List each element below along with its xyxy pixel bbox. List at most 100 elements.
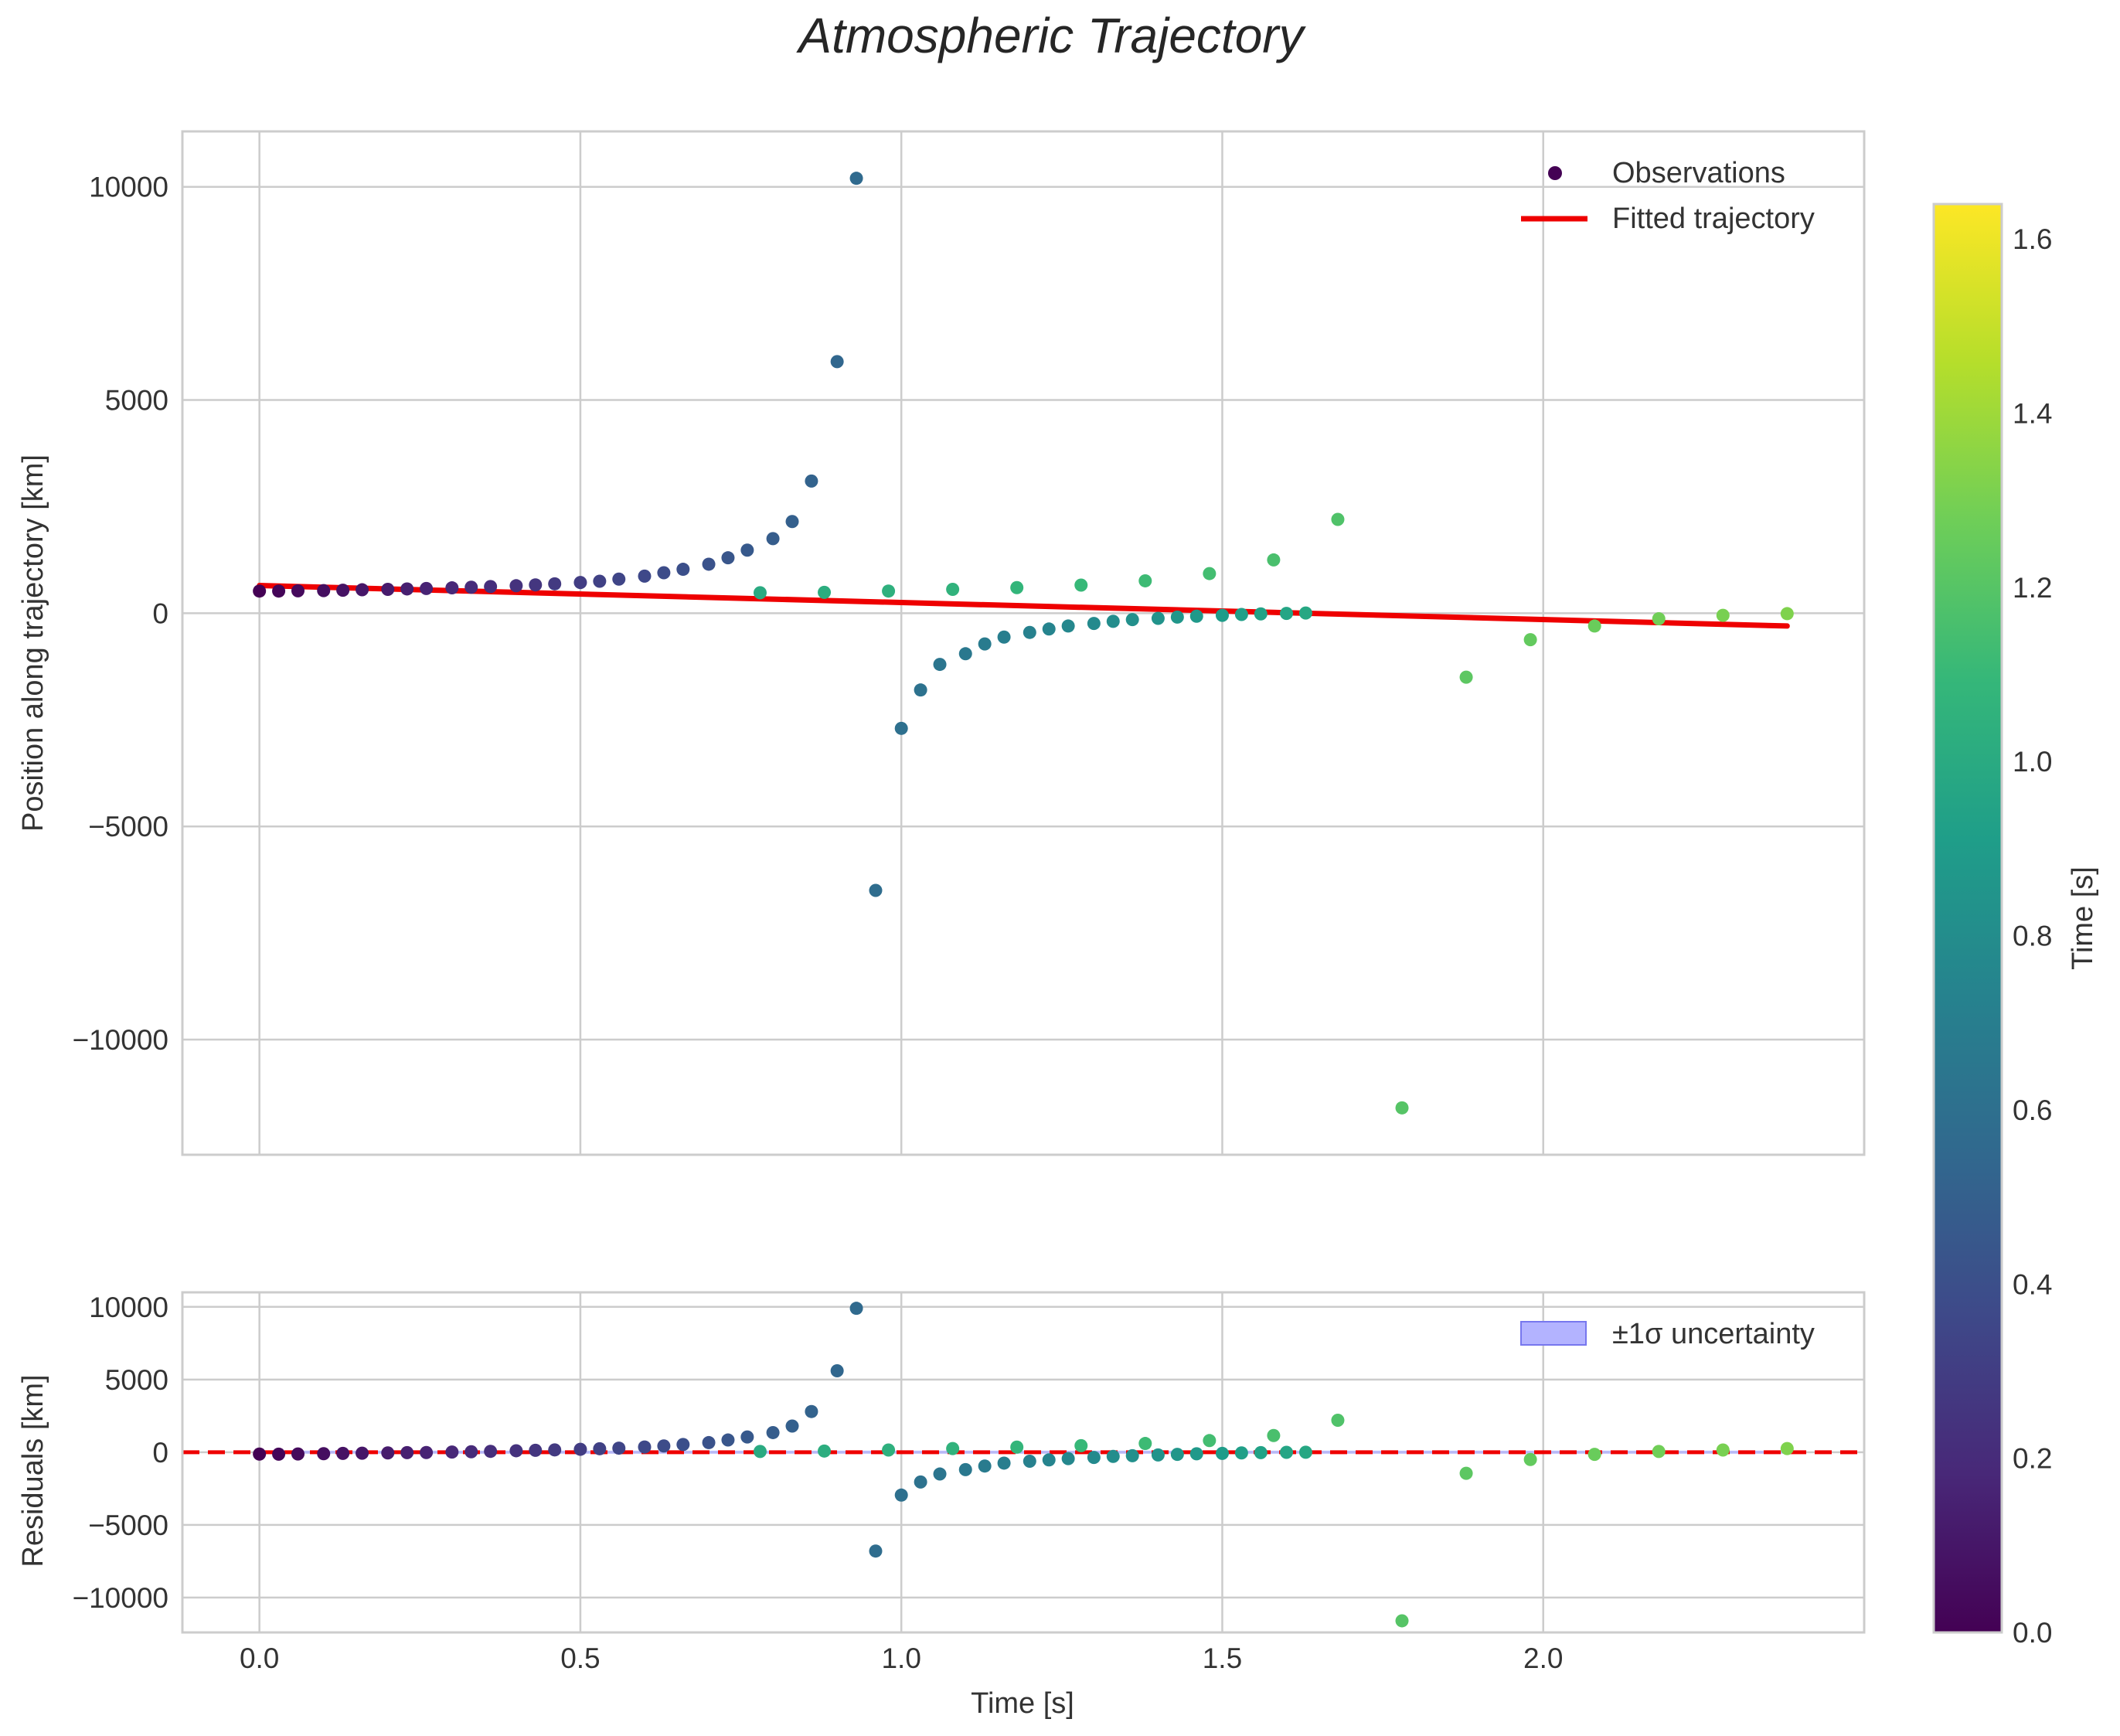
residual-point (1125, 1448, 1139, 1462)
uncertainty-band-layer (182, 1450, 1864, 1455)
observation-point (1523, 633, 1537, 647)
legend-observations-marker (1548, 166, 1562, 180)
observation-point (882, 584, 896, 598)
residual-point (818, 1444, 832, 1458)
residual-point (1716, 1443, 1730, 1457)
observation-point (1061, 619, 1075, 633)
residual-point (1170, 1448, 1184, 1462)
residual-point (740, 1430, 754, 1444)
x-ticks: 0.0 0.5 1.0 1.5 2.0 (240, 1642, 1564, 1674)
residual-point (1061, 1452, 1075, 1465)
residual-point (1652, 1445, 1666, 1459)
observation-point (381, 582, 395, 596)
residuals-y-ticks: 10000 5000 0 −5000 −10000 (73, 1292, 169, 1614)
residual-point (933, 1467, 947, 1481)
residual-point (484, 1445, 498, 1459)
residual-point (978, 1459, 992, 1473)
residual-point (1298, 1445, 1312, 1459)
observation-point (529, 578, 543, 592)
residual-point (509, 1444, 523, 1458)
residual-point (336, 1446, 350, 1460)
y-tick-label: −5000 (88, 811, 168, 842)
y-tick-label: 5000 (105, 385, 168, 417)
y-tick-label: 5000 (105, 1364, 168, 1396)
observation-point (1234, 608, 1248, 621)
residual-point (1331, 1413, 1345, 1427)
position-y-ticks: 10000 5000 0 −5000 −10000 (73, 172, 169, 1056)
residual-point (1267, 1428, 1281, 1442)
residual-point (464, 1445, 478, 1459)
observation-point (291, 584, 305, 597)
residual-point (1042, 1453, 1056, 1467)
residual-point (529, 1443, 543, 1457)
x-tick-label: 2.0 (1523, 1642, 1563, 1674)
observation-point (317, 584, 331, 597)
observation-point (612, 572, 626, 586)
observation-point (1716, 608, 1730, 622)
observation-point (766, 532, 780, 546)
y-tick-label: −5000 (88, 1510, 168, 1541)
x-axis-label: Time [s] (971, 1687, 1074, 1720)
observation-point (272, 584, 286, 598)
observation-point (849, 172, 863, 186)
observation-point (1267, 553, 1281, 567)
observation-point (1587, 619, 1601, 633)
fitted-trajectory-layer (257, 583, 1790, 629)
residual-point (253, 1447, 267, 1461)
residual-point (830, 1364, 844, 1378)
observation-point (676, 563, 690, 577)
observation-point (1010, 580, 1024, 594)
residual-point (1106, 1449, 1120, 1463)
residual-point (381, 1446, 395, 1460)
observation-point (805, 474, 818, 488)
residuals-panel: 10000 5000 0 −5000 −10000 0.0 0.5 1.0 1.5 2.0 Re… (17, 1291, 1866, 1720)
residual-point (573, 1442, 587, 1456)
colorbar-tick-label: 0.2 (2013, 1443, 2052, 1475)
position-observations (253, 172, 1794, 1115)
observation-point (818, 585, 832, 599)
observation-point (400, 582, 414, 596)
observation-point (1138, 574, 1152, 587)
residual-point (1215, 1446, 1229, 1460)
residual-point (676, 1438, 690, 1452)
colorbar-ticks: 0.0 0.2 0.4 0.6 0.8 1.0 1.2 1.4 1.6 (2013, 223, 2052, 1649)
observation-point (869, 883, 883, 897)
observation-point (1652, 612, 1666, 626)
observation-point (1459, 670, 1473, 684)
residual-point (1189, 1447, 1203, 1461)
colorbar-tick-label: 1.2 (2013, 572, 2052, 604)
observation-point (1023, 625, 1036, 639)
observation-point (702, 557, 716, 571)
y-tick-label: −10000 (73, 1024, 169, 1056)
residual-point (1010, 1440, 1024, 1454)
residual-point (272, 1447, 286, 1461)
residual-point (593, 1442, 607, 1455)
observation-point (1280, 607, 1294, 621)
residual-point (356, 1446, 369, 1460)
observation-point (445, 581, 459, 595)
observation-point (1331, 512, 1345, 526)
residual-point (702, 1435, 716, 1449)
residual-point (1780, 1442, 1794, 1455)
residual-point (317, 1447, 331, 1461)
residuals-axes-frame (181, 1291, 1866, 1634)
residual-point (400, 1445, 414, 1459)
x-tick-label: 1.0 (881, 1642, 920, 1674)
y-tick-label: 10000 (89, 172, 168, 203)
residual-point (548, 1443, 562, 1457)
x-tick-label: 0.0 (240, 1642, 279, 1674)
observation-point (830, 355, 844, 369)
residual-observations (253, 1302, 1794, 1628)
observation-point (946, 582, 960, 596)
observation-point (1203, 567, 1217, 580)
residual-point (894, 1488, 908, 1502)
observation-point (914, 683, 927, 697)
residual-point (657, 1439, 671, 1453)
residual-point (420, 1445, 434, 1459)
observation-point (509, 579, 523, 593)
observation-point (420, 581, 434, 595)
observation-point (1215, 608, 1229, 622)
residual-point (1023, 1454, 1036, 1468)
observation-point (1087, 617, 1101, 631)
